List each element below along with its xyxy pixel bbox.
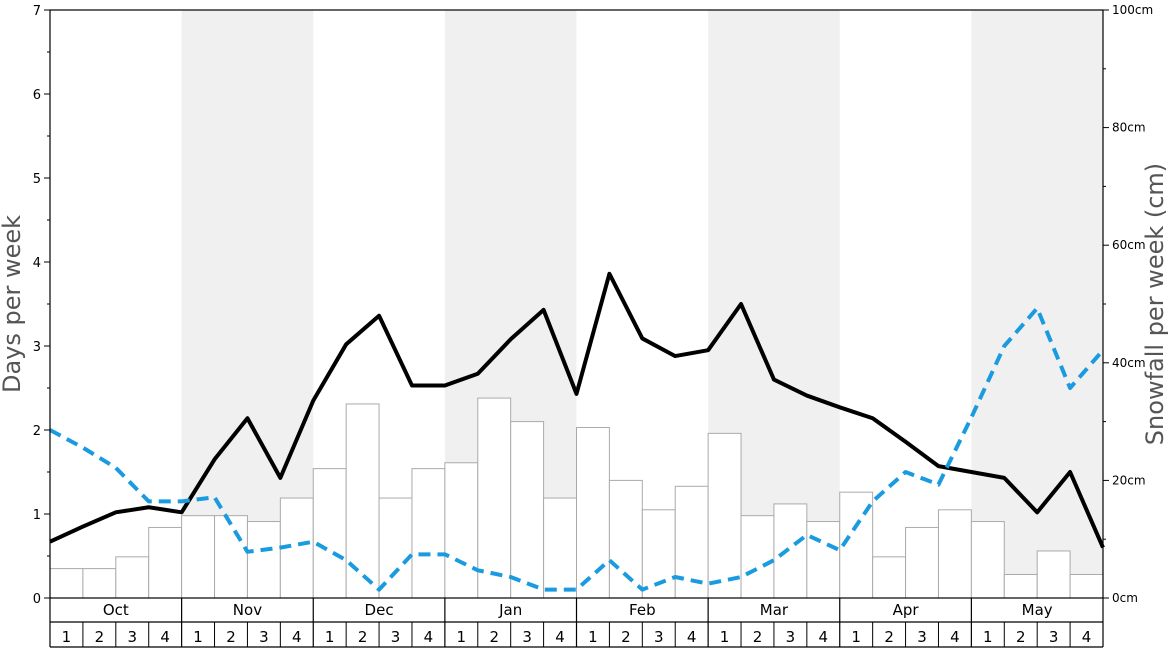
week-label: 1 <box>62 628 72 646</box>
right-tick-label: 100cm <box>1112 3 1153 17</box>
week-label: 1 <box>325 628 335 646</box>
snowfall-bar <box>246 521 281 599</box>
month-label: Nov <box>233 601 262 619</box>
snowfall-bar <box>773 503 808 599</box>
week-label: 4 <box>160 628 170 646</box>
snowfall-bar <box>970 521 1005 599</box>
week-label: 3 <box>127 628 137 646</box>
week-label: 1 <box>983 628 993 646</box>
left-tick-label: 1 <box>33 508 41 523</box>
snowfall-bar <box>477 397 512 599</box>
week-label: 3 <box>259 628 269 646</box>
week-label: 2 <box>753 628 763 646</box>
week-label: 1 <box>588 628 598 646</box>
month-bands <box>181 10 1103 598</box>
month-label: Mar <box>760 601 789 619</box>
snowfall-bar <box>707 432 742 599</box>
snowfall-bar <box>82 568 117 599</box>
week-label: 3 <box>522 628 532 646</box>
month-label: Feb <box>629 601 656 619</box>
left-tick-label: 0 <box>33 592 41 607</box>
snowfall-bar <box>1036 550 1071 599</box>
snowfall-bar <box>543 497 577 599</box>
snowfall-bar <box>1069 573 1104 599</box>
solid-days-line <box>49 271 1105 549</box>
right-tick-label: 60cm <box>1112 238 1146 252</box>
snowfall-bar <box>937 509 972 599</box>
snowfall-bar <box>608 479 643 599</box>
snowfall-bar <box>214 515 248 599</box>
week-label: 1 <box>193 628 203 646</box>
week-label: 3 <box>391 628 401 646</box>
snowfall-bar <box>312 468 347 599</box>
snowfall-bar <box>905 526 939 599</box>
snowfall-bar <box>872 556 907 599</box>
month-label: Jan <box>498 601 522 619</box>
week-label: 4 <box>950 628 960 646</box>
dashed-days-line <box>49 306 1105 592</box>
left-tick-label: 7 <box>33 4 41 19</box>
snowfall-bars <box>49 397 1104 599</box>
week-label: 2 <box>95 628 105 646</box>
left-tick-label: 6 <box>33 88 41 103</box>
right-tick-label: 0cm <box>1112 591 1138 605</box>
week-label: 2 <box>226 628 236 646</box>
right-tick-label: 80cm <box>1112 121 1146 135</box>
snowfall-bar <box>806 521 841 599</box>
snowfall-bar <box>576 426 610 599</box>
snowfall-bar <box>115 556 150 599</box>
left-tick-label: 5 <box>33 172 41 187</box>
left-axis: 0 1 2 3 4 5 6 7 <box>33 4 50 607</box>
week-label: 4 <box>1082 628 1092 646</box>
left-axis-title: Days per week <box>0 215 26 393</box>
week-label: 2 <box>884 628 894 646</box>
right-tick-label: 40cm <box>1112 356 1146 370</box>
snowfall-bar <box>740 515 775 599</box>
snowfall-bar <box>510 421 545 599</box>
x-axis: Oct 1 2 3 4 Nov 1 2 3 4 Dec 1 2 3 4 Jan 1 2 3 4 Feb 1 2 3 4 Mar 1 2… <box>49 598 1104 648</box>
snowfall-bar <box>181 515 216 599</box>
right-axis-title: Snowfall per week (cm) <box>1141 163 1168 445</box>
days-lines <box>49 271 1105 592</box>
right-tick-label: 20cm <box>1112 473 1146 487</box>
left-tick-label: 2 <box>33 424 41 439</box>
month-label: Oct <box>103 601 129 619</box>
month-label: May <box>1022 601 1053 619</box>
week-label: 4 <box>687 628 697 646</box>
week-label: 4 <box>819 628 829 646</box>
week-label: 2 <box>1016 628 1026 646</box>
left-tick-label: 4 <box>33 256 41 271</box>
snowfall-bar <box>148 526 183 599</box>
week-label: 3 <box>786 628 796 646</box>
right-axis: 0cm 20cm 40cm 60cm 80cm 100cm <box>1103 3 1153 605</box>
week-label: 3 <box>654 628 664 646</box>
week-label: 4 <box>555 628 565 646</box>
week-label: 2 <box>489 628 499 646</box>
week-label: 4 <box>424 628 434 646</box>
left-tick-label: 3 <box>33 340 41 355</box>
week-label: 1 <box>457 628 467 646</box>
snowfall-bar <box>345 403 380 599</box>
snowfall-bar <box>1003 573 1038 599</box>
week-label: 1 <box>851 628 861 646</box>
snowfall-bar <box>444 462 479 599</box>
week-label: 3 <box>917 628 927 646</box>
snowfall-bar <box>411 468 446 599</box>
week-label: 1 <box>720 628 730 646</box>
week-label: 3 <box>1049 628 1059 646</box>
month-label: Apr <box>893 601 920 619</box>
week-label: 2 <box>621 628 631 646</box>
week-label: 4 <box>292 628 302 646</box>
snowfall-bar <box>49 568 84 599</box>
week-label: 2 <box>358 628 368 646</box>
month-label: Dec <box>365 601 394 619</box>
snowfall-bar <box>378 497 413 599</box>
